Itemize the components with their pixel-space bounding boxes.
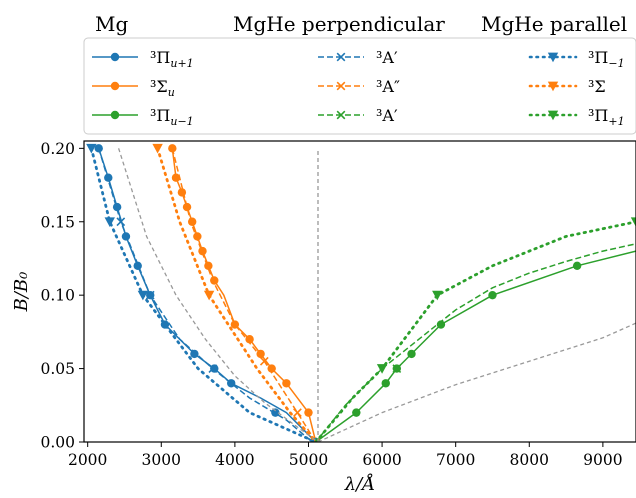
series-line: [171, 148, 317, 442]
data-point: [137, 290, 149, 301]
legend-label-subscript: u−1: [170, 115, 193, 128]
data-point: [116, 217, 126, 227]
x-tick-label: 4000: [215, 451, 254, 469]
data-point: [193, 232, 202, 241]
legend-label: ³A″: [376, 77, 400, 96]
data-point: [381, 379, 390, 388]
legend-marker: [547, 110, 559, 121]
data-point: [210, 364, 219, 373]
y-tick-label: 0.20: [40, 140, 75, 158]
x-tick-label: 6000: [362, 451, 401, 469]
x-tick-label: 8000: [510, 451, 549, 469]
legend-label-subscript: −1: [608, 57, 624, 70]
legend-marker: [110, 81, 120, 91]
legend-label: ³Σ: [588, 77, 606, 96]
x-tick-label: 5000: [289, 451, 328, 469]
legend-header: MgHe parallel: [481, 12, 627, 36]
legend-marker: [336, 81, 346, 91]
data-point: [104, 217, 115, 227]
data-point: [293, 408, 302, 417]
y-tick-label: 0.15: [40, 213, 75, 231]
legend-marker: [110, 52, 120, 62]
x-axis-label: λ/Å: [344, 473, 375, 495]
legend-header: MgHe perpendicular: [233, 12, 445, 36]
legend-marker: [547, 52, 559, 63]
series-line: [156, 146, 318, 442]
y-axis-label: B/B₀: [11, 272, 32, 313]
data-point: [203, 290, 215, 301]
data-point: [304, 408, 313, 417]
legend-label-subscript: u+1: [170, 57, 193, 70]
data-point: [182, 202, 192, 212]
data-point: [145, 290, 155, 300]
data-point: [572, 261, 582, 271]
data-point: [282, 379, 291, 388]
data-point: [392, 364, 402, 373]
legend-header: Mg: [95, 12, 128, 36]
y-tick-label: 0.10: [40, 287, 75, 305]
legend-label-subscript: u: [168, 86, 175, 99]
data-point: [488, 290, 497, 300]
series-layer: [86, 143, 636, 442]
data-point: [432, 290, 443, 301]
legend: Mg MgHe perpendicular MgHe parallel³Πu+1³Σ…: [83, 12, 636, 135]
legend-marker: [336, 52, 346, 62]
series-line: [97, 148, 313, 442]
y-tick-label: 0.00: [40, 434, 75, 452]
data-point: [259, 356, 269, 366]
legend-label: ³A′: [376, 106, 398, 125]
data-point: [630, 217, 636, 227]
x-tick-label: 3000: [142, 451, 181, 469]
data-point: [407, 349, 416, 359]
legend-label: ³A′: [376, 48, 398, 67]
legend-marker: [547, 81, 559, 92]
x-tick-label: 7000: [436, 451, 475, 469]
legend-marker: [336, 110, 346, 120]
series-line: [315, 250, 636, 442]
series-line: [117, 148, 319, 442]
data-point: [376, 364, 388, 374]
series-line: [171, 148, 317, 442]
legend-marker: [110, 110, 120, 120]
x-tick-label: 2000: [68, 451, 107, 469]
data-point: [152, 143, 163, 154]
data-point: [86, 143, 97, 154]
plot-area: [86, 143, 636, 442]
data-point: [190, 349, 199, 359]
x-tick-label: 9000: [583, 451, 622, 469]
data-point: [256, 349, 265, 359]
series-line: [317, 322, 636, 442]
y-tick-label: 0.05: [40, 360, 75, 378]
series-line: [90, 146, 318, 442]
data-point: [171, 173, 181, 182]
axes: 2000 3000 4000 5000 6000 7000 8000 9000 0.00 0.05…: [11, 140, 636, 495]
data-point: [352, 408, 361, 417]
legend-label-subscript: +1: [608, 115, 624, 128]
axes-frame: [83, 140, 636, 443]
data-point: [208, 364, 218, 373]
